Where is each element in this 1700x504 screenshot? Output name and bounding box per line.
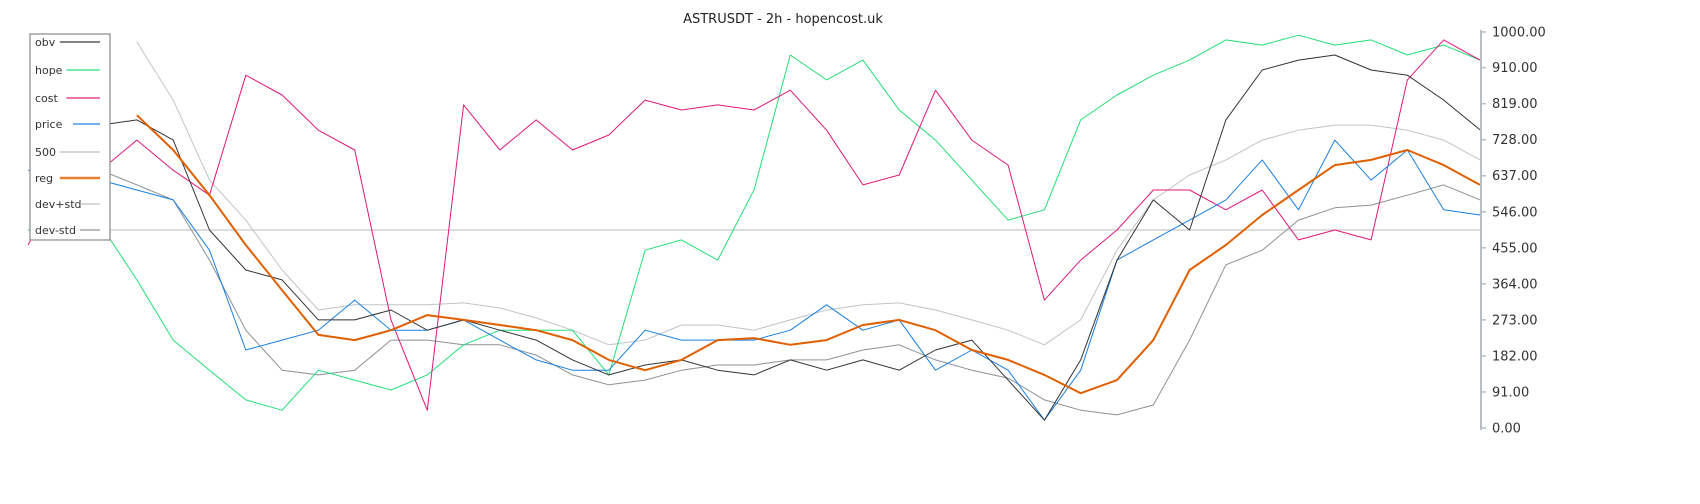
y-tick-label: 728.00 [1492, 133, 1538, 148]
legend-label: obv [35, 36, 56, 49]
series-line-dev-std [136, 41, 1481, 346]
legend: obv hope cost price 500 reg dev+std dev-std [29, 33, 111, 241]
legend-box [29, 33, 111, 241]
legend-label: dev-std [35, 224, 76, 237]
series-layer [27, 34, 1481, 421]
y-tick-label: 0.00 [1492, 422, 1521, 437]
series-line-hope [27, 34, 1481, 411]
y-tick-label: 182.00 [1492, 349, 1538, 364]
series-line-cost [27, 39, 1481, 411]
y-tick-label: 910.00 [1492, 61, 1538, 76]
legend-label: hope [35, 64, 63, 77]
y-tick-label: 1000.00 [1492, 26, 1546, 41]
legend-label: price [35, 118, 63, 131]
y-tick-label: 273.00 [1492, 313, 1538, 328]
y-tick-label: 637.00 [1492, 169, 1538, 184]
y-tick-label: 819.00 [1492, 97, 1538, 112]
y-tick-label: 455.00 [1492, 241, 1538, 256]
series-line-price [27, 139, 1481, 421]
chart-title: ASTRUSDT - 2h - hopencost.uk [683, 12, 883, 27]
legend-label: 500 [35, 146, 56, 159]
legend-label: reg [35, 172, 53, 185]
y-tick-label: 364.00 [1492, 277, 1538, 292]
legend-label: dev+std [35, 198, 82, 211]
legend-label: cost [35, 92, 59, 105]
y-tick-label: 91.00 [1492, 385, 1529, 400]
y-axis-ticks: 0.00 91.00 182.00 273.00 364.00 455.00 546.00 6… [1481, 26, 1546, 437]
series-line-reg [136, 114, 1481, 395]
series-line-obv [64, 54, 1481, 421]
y-tick-label: 546.00 [1492, 205, 1538, 220]
